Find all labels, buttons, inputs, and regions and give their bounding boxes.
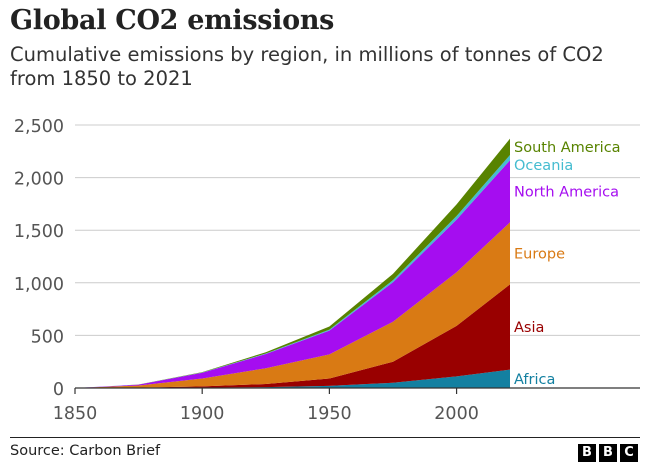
bbc-logo-letter: B bbox=[578, 444, 596, 462]
y-tick-label: 2,000 bbox=[14, 170, 64, 190]
area-series bbox=[75, 138, 510, 388]
x-tick-label: 2000 bbox=[434, 404, 479, 424]
x-tick-label: 1850 bbox=[53, 404, 98, 424]
stacked-area-chart: 0 500 1,000 1,500 2,000 2,500 1850 1900 1950 2000… bbox=[14, 117, 640, 424]
bbc-logo-letter: B bbox=[599, 444, 617, 462]
series-label-asia: Asia bbox=[514, 320, 544, 336]
x-tick-label: 1900 bbox=[180, 404, 225, 424]
y-tick-label: 1,000 bbox=[14, 275, 64, 295]
chart-subtitle: Cumulative emissions by region, in milli… bbox=[10, 43, 604, 90]
area-europe bbox=[75, 222, 510, 388]
series-label-africa: Africa bbox=[514, 372, 555, 388]
gridlines bbox=[75, 124, 640, 336]
footer-divider bbox=[10, 437, 640, 438]
y-tick-label: 0 bbox=[53, 380, 64, 400]
area-africa bbox=[75, 369, 510, 388]
y-tick-label: 1,500 bbox=[14, 222, 64, 242]
series-labels: South America Oceania North America Europe A… bbox=[514, 140, 621, 388]
series-label-north-america: North America bbox=[514, 184, 619, 200]
bbc-logo: B B C bbox=[578, 444, 638, 462]
chart-title: Global CO2 emissions bbox=[10, 5, 335, 36]
series-label-europe: Europe bbox=[514, 246, 565, 262]
y-tick-label: 2,500 bbox=[14, 117, 64, 137]
axes: 0 500 1,000 1,500 2,000 2,500 1850 1900 1950 2000 bbox=[14, 117, 640, 424]
bbc-logo-letter: C bbox=[620, 444, 638, 462]
x-tick-label: 1950 bbox=[307, 404, 352, 424]
series-label-oceania: Oceania bbox=[514, 158, 573, 174]
area-asia bbox=[75, 284, 510, 388]
series-label-south-america: South America bbox=[514, 140, 621, 156]
source-note: Source: Carbon Brief bbox=[10, 443, 161, 459]
y-tick-label: 500 bbox=[31, 327, 64, 347]
area-north-america bbox=[75, 160, 510, 388]
